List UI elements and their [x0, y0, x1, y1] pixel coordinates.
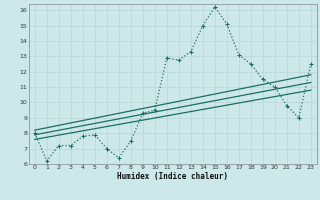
X-axis label: Humidex (Indice chaleur): Humidex (Indice chaleur): [117, 172, 228, 181]
